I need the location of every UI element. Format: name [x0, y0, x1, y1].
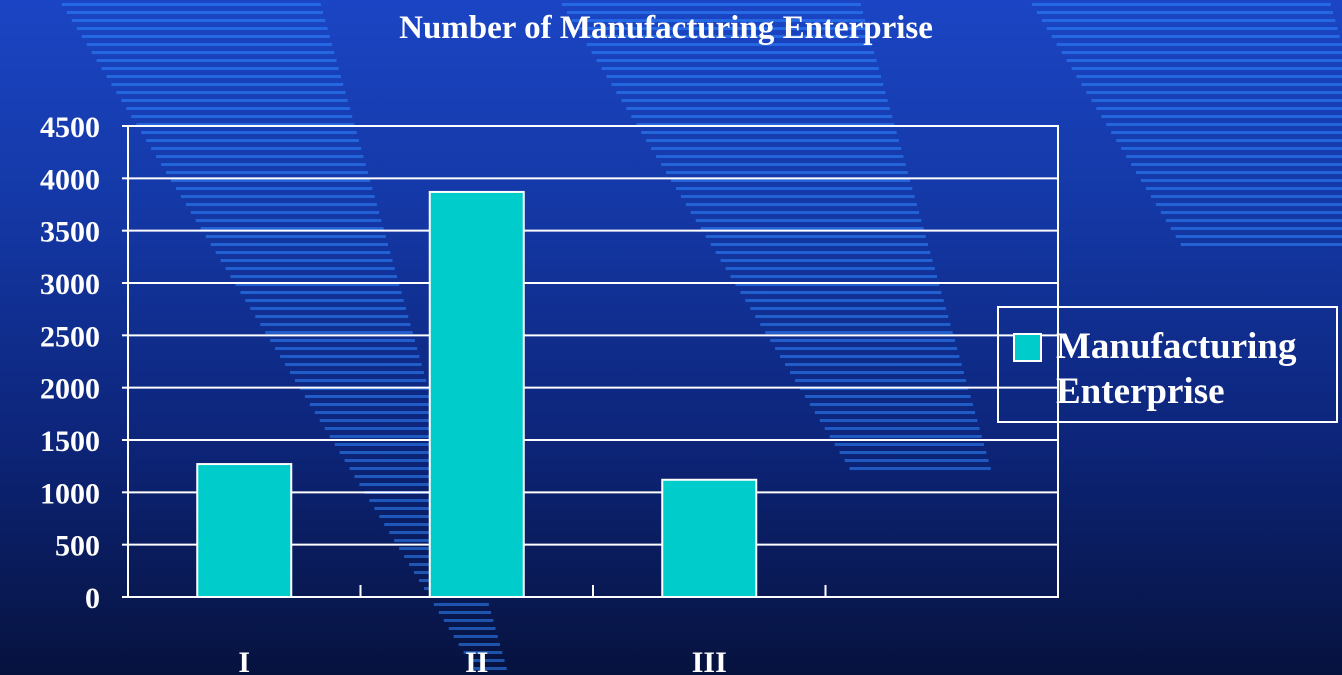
y-tick-label: 2000	[40, 373, 100, 406]
y-tick-label: 4000	[40, 163, 100, 196]
y-tick-label: 3000	[40, 268, 100, 301]
y-tick-label: 2500	[40, 320, 100, 353]
y-tick-label: 4500	[40, 111, 100, 144]
y-tick-label: 1500	[40, 425, 100, 458]
bar-I	[196, 463, 293, 598]
y-tick-label: 1000	[40, 477, 100, 510]
y-tick-label: 0	[85, 582, 100, 615]
y-tick-label: 3500	[40, 216, 100, 249]
x-tick-label: I	[238, 646, 250, 675]
x-tick-label: II	[465, 646, 488, 675]
x-tick-label: III	[692, 646, 727, 675]
chart-legend: Manufacturing Enterprise	[997, 306, 1338, 423]
chart-title: Number of Manufacturing Enterprise	[399, 10, 933, 46]
legend-swatch	[1013, 333, 1042, 362]
y-tick-label: 500	[55, 530, 100, 563]
bar-III	[661, 478, 758, 599]
legend-label: Manufacturing Enterprise	[1056, 326, 1297, 412]
bar-II	[428, 190, 525, 598]
